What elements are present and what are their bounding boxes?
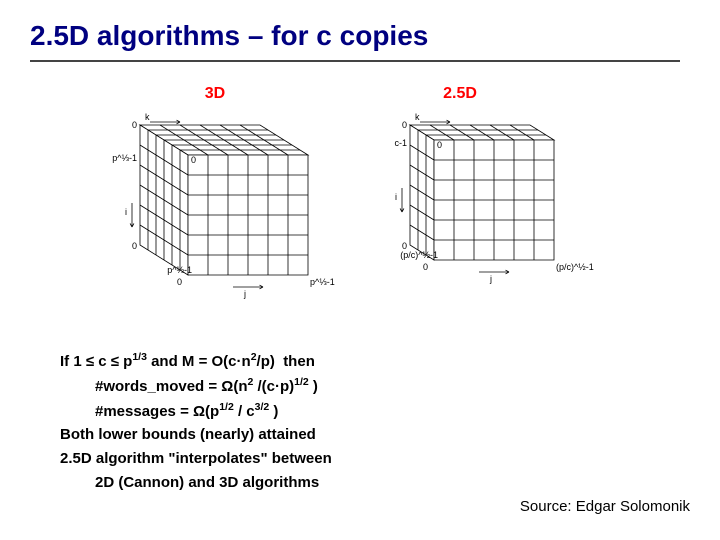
cube-2_5d: kji0000c-1(p/c)^½-1(p/c)^½-1 bbox=[375, 110, 605, 305]
title-underline bbox=[30, 60, 680, 62]
cube-label-3d: 3D bbox=[195, 85, 235, 103]
cube-diagrams: 3D k j i 0 0 0 0 p^⅓-1 p^⅓-1 p^⅓-1 2.5D k j i 0 0 0 0 c-… bbox=[0, 85, 720, 305]
svg-text:j: j bbox=[243, 289, 246, 299]
cube-3d: k j i 0 0 0 0 p^⅓-1 p^⅓-1 p^⅓-1 bbox=[105, 110, 335, 305]
svg-text:0: 0 bbox=[191, 155, 196, 165]
svg-text:i: i bbox=[125, 207, 127, 217]
svg-text:0: 0 bbox=[402, 120, 407, 130]
source-attribution: Source: Edgar Solomonik bbox=[520, 498, 690, 515]
body-line: 2.5D algorithm "interpolates" between bbox=[60, 448, 480, 470]
svg-text:p^⅓-1: p^⅓-1 bbox=[167, 265, 192, 275]
svg-text:k: k bbox=[145, 112, 150, 122]
cube-label-2_5d: 2.5D bbox=[440, 85, 480, 103]
svg-text:c-1: c-1 bbox=[394, 138, 407, 148]
svg-text:0: 0 bbox=[132, 120, 137, 130]
svg-text:0: 0 bbox=[132, 241, 137, 251]
svg-text:0: 0 bbox=[177, 277, 182, 287]
body-line: #messages = Ω(p1/2 / c3/2 ) bbox=[60, 400, 480, 423]
body-line: 2D (Cannon) and 3D algorithms bbox=[60, 472, 480, 494]
svg-text:(p/c)^½-1: (p/c)^½-1 bbox=[556, 262, 594, 272]
svg-text:0: 0 bbox=[423, 262, 428, 272]
body-line: Both lower bounds (nearly) attained bbox=[60, 424, 480, 446]
svg-text:(p/c)^½-1: (p/c)^½-1 bbox=[400, 250, 438, 260]
svg-text:p^⅓-1: p^⅓-1 bbox=[310, 277, 335, 287]
svg-text:k: k bbox=[415, 112, 420, 122]
body-line: If 1 ≤ c ≤ p1/3 and M = O(c·n2/p) then bbox=[60, 350, 480, 373]
body-line: #words_moved = Ω(n2 /(c·p)1/2 ) bbox=[60, 375, 480, 398]
body-text: If 1 ≤ c ≤ p1/3 and M = O(c·n2/p) then#w… bbox=[60, 350, 480, 496]
page-title: 2.5D algorithms – for c copies bbox=[30, 20, 428, 52]
svg-text:j: j bbox=[489, 274, 492, 284]
svg-text:p^⅓-1: p^⅓-1 bbox=[112, 153, 137, 163]
svg-text:0: 0 bbox=[437, 140, 442, 150]
svg-text:i: i bbox=[395, 192, 397, 202]
